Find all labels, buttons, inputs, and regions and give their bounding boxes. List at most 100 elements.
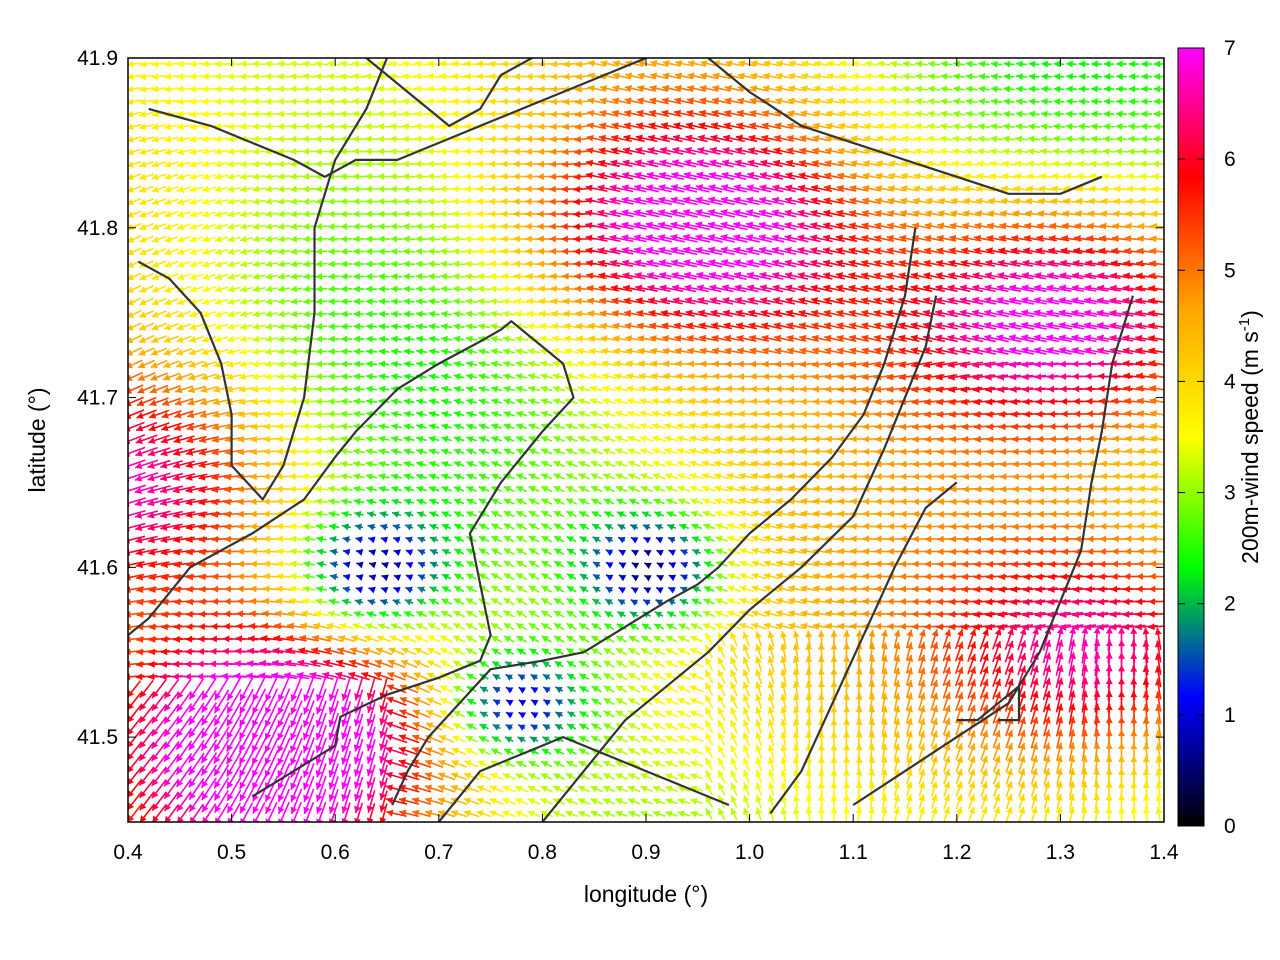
wind-arrow — [414, 60, 429, 68]
wind-arrow — [364, 122, 379, 130]
wind-arrow — [239, 110, 254, 118]
wind-arrow — [649, 72, 669, 80]
wind-arrow — [838, 97, 855, 105]
wind-arrow — [302, 135, 316, 143]
wind-arrow — [672, 134, 696, 143]
wind-arrow — [352, 97, 366, 105]
wind-arrow — [850, 122, 868, 130]
wind-arrow — [889, 97, 904, 105]
wind-arrow — [439, 72, 454, 80]
wind-arrow — [1015, 135, 1028, 143]
wind-arrow — [227, 98, 241, 106]
wind-arrow — [314, 72, 329, 80]
wind-arrow — [763, 60, 780, 68]
wind-arrow — [990, 60, 1003, 68]
wind-arrow — [402, 122, 416, 130]
wind-arrow — [977, 135, 991, 143]
wind-arrow — [927, 135, 941, 143]
wind-arrow — [239, 85, 254, 93]
wind-arrow — [612, 72, 631, 80]
wind-arrow — [414, 110, 429, 118]
wind-arrow — [673, 109, 695, 118]
wind-arrow — [402, 97, 416, 105]
wind-arrow — [965, 85, 978, 93]
wind-arrow — [164, 60, 179, 68]
wind-arrow — [1103, 123, 1115, 131]
wind-arrow — [940, 110, 953, 118]
wind-arrow — [1103, 73, 1115, 81]
wind-arrow — [214, 85, 229, 93]
wind-arrow — [737, 72, 756, 80]
wind-arrow — [264, 135, 279, 143]
wind-arrow — [876, 135, 892, 143]
wind-arrow — [176, 98, 192, 106]
wind-arrow — [750, 60, 768, 68]
wind-arrow — [327, 85, 341, 93]
wind-arrow — [990, 85, 1003, 93]
wind-arrow — [1091, 85, 1102, 93]
wind-arrow — [1002, 135, 1016, 143]
wind-arrow — [940, 73, 953, 81]
wind-arrow — [813, 60, 830, 68]
wind-arrow — [711, 109, 732, 117]
wind-arrow — [660, 134, 683, 143]
wind-arrow — [825, 122, 843, 130]
wind-arrow — [176, 85, 192, 93]
wind-arrow — [264, 123, 279, 131]
wind-arrow — [699, 97, 719, 105]
wind-arrow — [990, 98, 1003, 106]
wind-arrow — [813, 85, 830, 93]
wind-arrow — [128, 73, 142, 81]
wind-arrow — [940, 85, 953, 93]
wind-arrow — [128, 135, 142, 143]
wind-arrow — [1065, 98, 1078, 106]
wind-arrow — [1078, 73, 1090, 81]
wind-arrow — [314, 148, 329, 156]
wind-arrow — [674, 84, 694, 92]
wind-arrow — [252, 135, 266, 143]
wind-arrow — [877, 72, 891, 80]
wind-arrow — [825, 135, 843, 142]
wind-arrow — [189, 123, 204, 131]
wind-arrow — [252, 72, 266, 80]
wind-arrow — [377, 148, 391, 155]
wind-arrow — [427, 135, 441, 143]
wind-arrow — [289, 123, 304, 131]
wind-arrow — [813, 72, 830, 80]
wind-arrow — [800, 110, 818, 117]
wind-arrow — [414, 72, 429, 80]
wind-arrow — [128, 148, 142, 156]
wind-arrow — [239, 72, 254, 80]
wind-arrow — [1128, 123, 1140, 131]
wind-arrow — [289, 110, 304, 118]
wind-arrow — [139, 73, 154, 81]
wind-arrow — [1115, 110, 1128, 118]
wind-arrow — [864, 72, 879, 80]
wind-arrow — [587, 60, 606, 67]
wind-arrow — [239, 60, 254, 68]
wind-arrow — [1016, 60, 1027, 68]
wind-arrow — [1140, 135, 1153, 143]
wind-arrow — [377, 135, 391, 143]
wind-arrow — [377, 97, 391, 105]
wind-arrow — [624, 97, 644, 105]
wind-arrow — [451, 122, 467, 130]
wind-arrow — [712, 84, 731, 92]
wind-arrow — [277, 110, 291, 118]
wind-arrow — [1066, 73, 1077, 81]
wind-arrow — [1003, 60, 1015, 68]
wind-arrow — [264, 60, 279, 68]
wind-arrow — [289, 85, 304, 93]
wind-arrow — [1053, 110, 1065, 118]
wind-arrow — [201, 110, 217, 118]
wind-arrow — [712, 72, 731, 80]
wind-arrow — [775, 60, 793, 68]
wind-arrow — [164, 98, 179, 106]
plot-area-background — [128, 58, 1164, 822]
wind-arrow — [826, 60, 842, 68]
wind-arrow — [138, 110, 155, 118]
wind-arrow — [1053, 60, 1065, 68]
wind-arrow — [451, 135, 467, 143]
wind-arrow — [686, 97, 707, 105]
